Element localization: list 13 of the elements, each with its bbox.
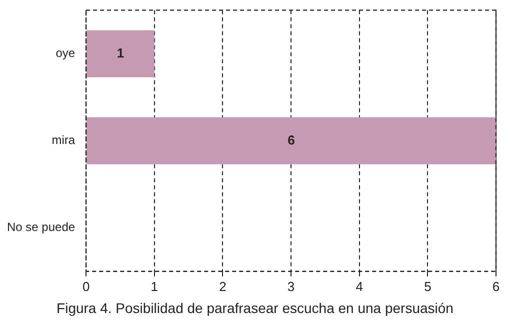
data-label: 1 <box>116 45 124 60</box>
x-tick-label: 0 <box>82 278 90 294</box>
x-tick-label: 5 <box>424 278 432 294</box>
x-tick-label: 2 <box>219 278 226 294</box>
x-tick-label: 4 <box>356 278 363 294</box>
x-tick-label: 3 <box>287 278 295 294</box>
y-tick-label: oye <box>56 46 76 60</box>
y-tick-label: mira <box>52 133 76 148</box>
data-label: 6 <box>288 132 295 148</box>
x-tick-label: 1 <box>150 278 158 294</box>
text: Figura 4. Posibilidad de parafrasear escucha en una persuasión <box>56 300 454 316</box>
y-tick-label: No se puede <box>6 220 76 234</box>
x-tick-label: 6 <box>492 278 500 294</box>
